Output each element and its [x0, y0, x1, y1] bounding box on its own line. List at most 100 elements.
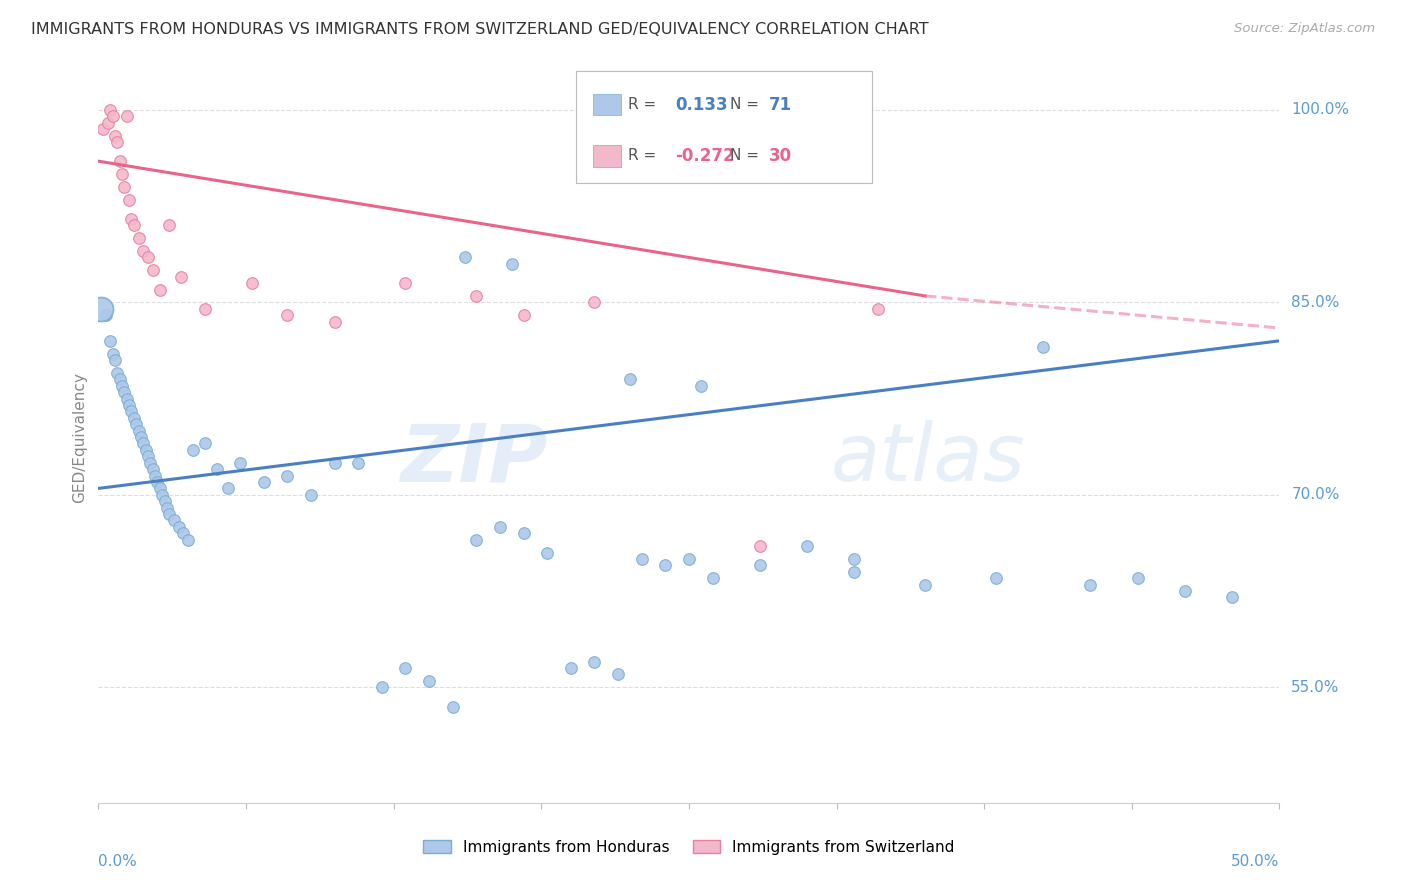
- Point: [583, 295, 606, 310]
- Point: [115, 109, 138, 123]
- Point: [94, 308, 117, 322]
- Point: [111, 378, 134, 392]
- Point: [112, 385, 135, 400]
- Point: [748, 558, 770, 573]
- Point: [101, 346, 124, 360]
- Point: [866, 301, 889, 316]
- Point: [139, 456, 162, 470]
- Text: 100.0%: 100.0%: [1291, 103, 1350, 118]
- Point: [167, 520, 190, 534]
- Point: [453, 251, 475, 265]
- Point: [142, 462, 165, 476]
- Text: N =: N =: [730, 97, 763, 112]
- Point: [844, 552, 866, 566]
- Point: [347, 456, 370, 470]
- Point: [512, 308, 534, 322]
- Point: [914, 577, 936, 591]
- Point: [125, 417, 148, 432]
- Text: 55.0%: 55.0%: [1291, 680, 1340, 695]
- Point: [205, 462, 228, 476]
- Point: [172, 526, 194, 541]
- Text: 30: 30: [769, 147, 792, 165]
- Text: IMMIGRANTS FROM HONDURAS VS IMMIGRANTS FROM SWITZERLAND GED/EQUIVALENCY CORRELAT: IMMIGRANTS FROM HONDURAS VS IMMIGRANTS F…: [31, 22, 928, 37]
- Point: [132, 436, 155, 450]
- Point: [689, 378, 711, 392]
- Point: [149, 283, 172, 297]
- Text: 71: 71: [769, 95, 792, 113]
- Point: [299, 488, 322, 502]
- Point: [146, 475, 169, 489]
- Text: ZIP: ZIP: [399, 420, 547, 498]
- Point: [122, 219, 145, 233]
- Text: 0.0%: 0.0%: [98, 854, 138, 869]
- Point: [748, 539, 770, 553]
- Point: [121, 404, 143, 418]
- Point: [121, 211, 143, 226]
- Point: [98, 334, 121, 348]
- Point: [177, 533, 200, 547]
- Point: [163, 514, 186, 528]
- Point: [122, 410, 145, 425]
- Point: [583, 655, 606, 669]
- Point: [630, 552, 652, 566]
- Point: [276, 468, 298, 483]
- Point: [111, 167, 134, 181]
- Point: [240, 276, 263, 290]
- Point: [607, 667, 630, 681]
- Point: [560, 661, 582, 675]
- Text: 70.0%: 70.0%: [1291, 487, 1340, 502]
- Point: [105, 135, 128, 149]
- Point: [128, 231, 150, 245]
- Point: [104, 353, 127, 368]
- Point: [394, 276, 416, 290]
- Point: [91, 122, 114, 136]
- Point: [465, 533, 488, 547]
- Point: [142, 263, 165, 277]
- Point: [1080, 577, 1102, 591]
- Point: [135, 442, 157, 457]
- Point: [323, 456, 346, 470]
- Point: [489, 520, 512, 534]
- Point: [90, 301, 112, 316]
- Text: 50.0%: 50.0%: [1232, 854, 1279, 869]
- Text: R =: R =: [628, 148, 662, 163]
- Point: [108, 372, 131, 386]
- Point: [501, 257, 523, 271]
- Point: [253, 475, 276, 489]
- Text: N =: N =: [730, 148, 763, 163]
- Point: [619, 372, 641, 386]
- Point: [108, 154, 131, 169]
- Y-axis label: GED/Equivalency: GED/Equivalency: [72, 372, 87, 502]
- Point: [276, 308, 298, 322]
- Text: 85.0%: 85.0%: [1291, 295, 1340, 310]
- Point: [112, 179, 135, 194]
- Point: [156, 500, 179, 515]
- Point: [536, 545, 558, 559]
- Point: [105, 366, 128, 380]
- Point: [654, 558, 676, 573]
- Point: [118, 193, 141, 207]
- Point: [984, 571, 1007, 585]
- Point: [512, 526, 534, 541]
- Point: [1032, 340, 1054, 354]
- Point: [157, 507, 180, 521]
- Point: [844, 565, 866, 579]
- Point: [194, 436, 217, 450]
- Point: [394, 661, 416, 675]
- Point: [194, 301, 217, 316]
- Point: [136, 450, 159, 464]
- Legend: Immigrants from Honduras, Immigrants from Switzerland: Immigrants from Honduras, Immigrants fro…: [418, 834, 960, 861]
- Point: [702, 571, 724, 585]
- Point: [796, 539, 818, 553]
- Point: [136, 251, 159, 265]
- Point: [157, 219, 180, 233]
- Point: [1220, 591, 1243, 605]
- Point: [170, 269, 193, 284]
- Point: [132, 244, 155, 258]
- Point: [104, 128, 127, 143]
- Point: [1126, 571, 1149, 585]
- Point: [118, 398, 141, 412]
- Point: [217, 482, 239, 496]
- Text: -0.272: -0.272: [675, 147, 734, 165]
- Point: [678, 552, 700, 566]
